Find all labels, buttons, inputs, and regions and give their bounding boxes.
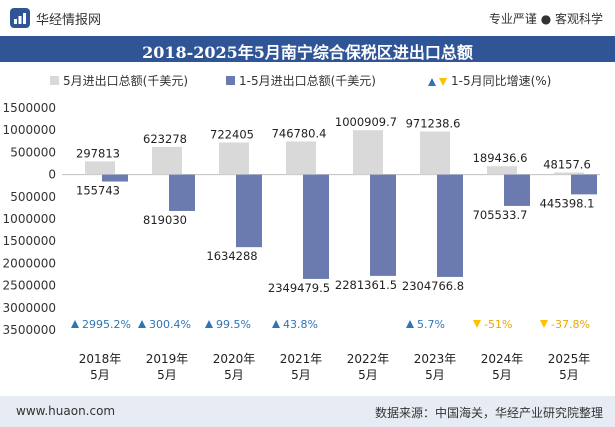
legend-swatch-1 xyxy=(50,76,59,85)
y-tick-label: 3000000 xyxy=(3,301,56,315)
legend-up-triangle-icon xyxy=(428,78,436,86)
x-tick-label-year: 2020年 xyxy=(213,352,256,366)
total-value-label: 722405 xyxy=(210,128,254,142)
logo: 华经情报网 xyxy=(10,8,101,28)
total-value-label: 1000909.7 xyxy=(335,115,397,129)
y-tick-label: 500000 xyxy=(10,190,56,204)
growth-up-triangle xyxy=(406,320,414,328)
top-bar: 华经情报网 专业严谨 ● 客观科学 xyxy=(0,0,615,36)
total-bar xyxy=(219,142,249,175)
growth-value-label: 43.8% xyxy=(283,318,318,331)
x-tick-label-month: 5月 xyxy=(157,368,177,382)
growth-up-triangle xyxy=(272,320,280,328)
ytd-bar xyxy=(437,174,463,277)
growth-down-triangle xyxy=(473,320,481,328)
title-bar: 2018-2025年5月南宁综合保税区进出口总额 xyxy=(0,36,615,62)
y-tick-label: 1500000 xyxy=(3,234,56,248)
y-tick-label: 0 xyxy=(48,168,56,182)
tagline: 专业严谨 ● 客观科学 xyxy=(488,12,603,26)
legend-label-1: 5月进出口总额(千美元) xyxy=(63,74,188,88)
x-tick-label-month: 5月 xyxy=(358,368,378,382)
x-tick-label-year: 2019年 xyxy=(146,352,189,366)
chart: 5月进出口总额(千美元) 1-5月进出口总额(千美元) 1-5月同比增速(%) 150… xyxy=(3,74,600,382)
ytd-bar xyxy=(571,174,597,195)
ytd-value-label: 2304766.8 xyxy=(402,279,464,293)
growth-up-triangle xyxy=(205,320,213,328)
y-tick-label: 500000 xyxy=(10,145,56,159)
footer: www.huaon.com 数据来源：中国海关，华经产业研究院整理 xyxy=(0,396,615,427)
x-tick-label-month: 5月 xyxy=(559,368,579,382)
growth-value-label: 99.5% xyxy=(216,318,251,331)
y-tick-label: 2000000 xyxy=(3,256,56,270)
legend-down-triangle-icon xyxy=(439,78,447,86)
ytd-bar xyxy=(303,174,329,279)
total-bar xyxy=(487,166,517,175)
ytd-value-label: 819030 xyxy=(143,213,187,227)
ytd-bar xyxy=(504,174,530,206)
logo-icon xyxy=(10,8,30,28)
x-tick-label-month: 5月 xyxy=(492,368,512,382)
ytd-bar xyxy=(169,174,195,211)
x-tick-label-year: 2025年 xyxy=(548,352,591,366)
ytd-value-label: 2349479.5 xyxy=(268,281,330,295)
x-tick-label-year: 2024年 xyxy=(481,352,524,366)
y-tick-label: 3500000 xyxy=(3,323,56,337)
ytd-bar xyxy=(236,174,262,248)
ytd-bar xyxy=(370,174,396,276)
legend-label-3: 1-5月同比增速(%) xyxy=(451,74,551,88)
x-tick-label-month: 5月 xyxy=(90,368,110,382)
legend-swatch-2 xyxy=(226,76,235,85)
total-value-label: 48157.6 xyxy=(543,157,591,171)
total-value-label: 971238.6 xyxy=(406,116,461,130)
x-tick-label-year: 2022年 xyxy=(347,352,390,366)
total-bar xyxy=(286,141,316,175)
chart-title: 2018-2025年5月南宁综合保税区进出口总额 xyxy=(142,43,473,62)
total-bar xyxy=(554,172,584,175)
total-value-label: 189436.6 xyxy=(473,151,528,165)
growth-up-triangle xyxy=(138,320,146,328)
total-bar xyxy=(85,161,115,175)
ytd-value-label: 1634288 xyxy=(206,249,257,263)
total-value-label: 297813 xyxy=(76,146,120,160)
x-tick-label-year: 2023年 xyxy=(414,352,457,366)
total-bar xyxy=(353,130,383,175)
x-tick-label-year: 2018年 xyxy=(79,352,122,366)
total-bar xyxy=(420,131,450,175)
logo-text: 华经情报网 xyxy=(36,12,102,28)
y-tick-label: 1500000 xyxy=(3,101,56,115)
x-tick-label-month: 5月 xyxy=(425,368,445,382)
total-value-label: 746780.4 xyxy=(272,126,327,140)
total-bar xyxy=(152,146,182,175)
total-value-label: 623278 xyxy=(143,132,187,146)
growth-up-triangle xyxy=(71,320,79,328)
y-tick-label: 2500000 xyxy=(3,279,56,293)
ytd-value-label: 155743 xyxy=(76,184,120,198)
website-link[interactable]: www.huaon.com xyxy=(16,404,116,418)
y-tick-label: 1000000 xyxy=(3,123,56,137)
data-source: 数据来源：中国海关，华经产业研究院整理 xyxy=(374,406,603,420)
x-tick-label-month: 5月 xyxy=(224,368,244,382)
ytd-value-label: 705533.7 xyxy=(473,208,528,222)
x-tick-label-month: 5月 xyxy=(291,368,311,382)
ytd-bar xyxy=(102,174,128,182)
ytd-value-label: 445398.1 xyxy=(540,196,595,210)
growth-down-triangle xyxy=(540,320,548,328)
x-tick-label-year: 2021年 xyxy=(280,352,323,366)
growth-value-label: 2995.2% xyxy=(82,318,131,331)
growth-value-label: 300.4% xyxy=(149,318,191,331)
ytd-value-label: 2281361.5 xyxy=(335,278,397,292)
growth-value-label: -37.8% xyxy=(551,318,590,331)
y-tick-label: 1000000 xyxy=(3,212,56,226)
growth-value-label: -51% xyxy=(484,318,512,331)
growth-value-label: 5.7% xyxy=(417,318,445,331)
legend-label-2: 1-5月进出口总额(千美元) xyxy=(239,74,376,88)
